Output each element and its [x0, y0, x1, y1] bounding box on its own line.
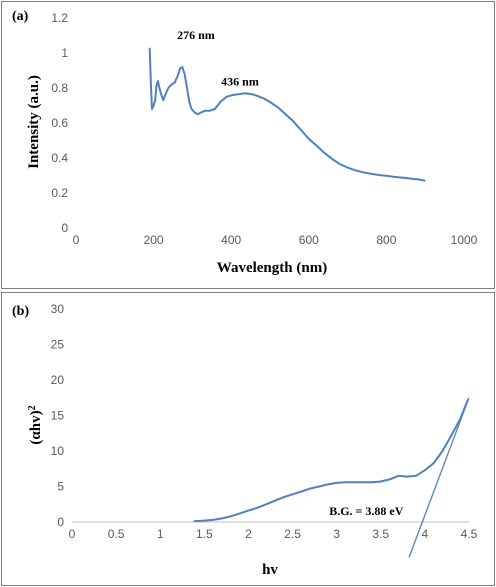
tauc-series-line: [193, 398, 470, 523]
y-tick-label: 5: [57, 480, 64, 494]
y-tick-label: 15: [51, 409, 65, 423]
y-tick-label: 1.2: [51, 11, 68, 25]
intensity-series-line: [148, 47, 426, 182]
y-tick-label: 30: [51, 302, 65, 316]
y-tick-label: 1: [61, 46, 68, 60]
x-tick-label: 800: [376, 233, 396, 247]
tauc-plot-chart: (b) 0 5 10 15 20 25 30 0 0.5 1 1.5 2 2.5 3 3.5 4 4.5 B.…: [12, 302, 478, 578]
y-tick-label: 0.4: [51, 151, 68, 165]
annotation-peak-276: 276 nm: [177, 28, 215, 42]
x-tick-label: 2: [245, 527, 252, 541]
y-tick-label: 0: [57, 515, 64, 529]
band-gap-annotation: B.G. = 3.88 eV: [329, 504, 404, 518]
x-tick-label: 4: [422, 527, 429, 541]
x-tick-labels: 0 200 400 600 800 1000: [73, 233, 478, 247]
x-tick-label: 2.5: [284, 527, 301, 541]
x-axis-title: Wavelength (nm): [217, 260, 327, 276]
y-tick-labels: 0 5 10 15 20 25 30: [51, 302, 65, 529]
x-tick-label: 4.5: [461, 527, 478, 541]
y-tick-label: 0.6: [51, 116, 68, 130]
y-tick-label: 0.2: [51, 186, 68, 200]
x-tick-label: 200: [144, 233, 164, 247]
x-tick-label: 1.5: [196, 527, 213, 541]
x-tick-label: 400: [221, 233, 241, 247]
annotation-peak-436: 436 nm: [221, 74, 259, 88]
y-tick-labels: 0 0.2 0.4 0.6 0.8 1 1.2: [51, 11, 68, 235]
y-axis-title: (αhv)2: [27, 405, 44, 444]
panel-label-a: (a): [12, 9, 29, 24]
x-tick-label: 600: [299, 233, 319, 247]
x-tick-label: 1: [157, 527, 164, 541]
intensity-vs-wavelength-chart: (a) 00.20.40.60.811.2 0 200 400 600 800 1000 …: [12, 9, 478, 276]
y-tick-label: 0: [61, 221, 68, 235]
x-tick-label: 0: [73, 233, 80, 247]
y-tick-label: 20: [51, 373, 65, 387]
x-tick-label: 0: [69, 527, 76, 541]
y-tick-label: 0.8: [51, 81, 68, 95]
x-tick-label: 0.5: [108, 527, 125, 541]
tangent-line: [408, 397, 470, 558]
x-tick-label: 1000: [451, 233, 478, 247]
x-tick-labels: 0 0.5 1 1.5 2 2.5 3 3.5 4 4.5: [69, 527, 478, 541]
y-axis-title: Intensity (a.u.): [26, 75, 42, 169]
chart-panel-b: (b) 0 5 10 15 20 25 30 0 0.5 1 1.5 2 2.5 3 3.5 4 4.5 B.…: [1, 292, 495, 586]
chart-panel-a: (a) 0 0.2 0.4 0.6 0.8 1 1.2 0 200 400 600 800 1000 …: [1, 1, 495, 289]
x-axis-title: hv: [262, 562, 278, 578]
panel-label-b: (b): [12, 304, 29, 319]
x-tick-label: 3: [333, 527, 340, 541]
y-tick-label: 10: [51, 444, 65, 458]
y-tick-label: 25: [51, 338, 65, 352]
x-tick-label: 3.5: [372, 527, 389, 541]
